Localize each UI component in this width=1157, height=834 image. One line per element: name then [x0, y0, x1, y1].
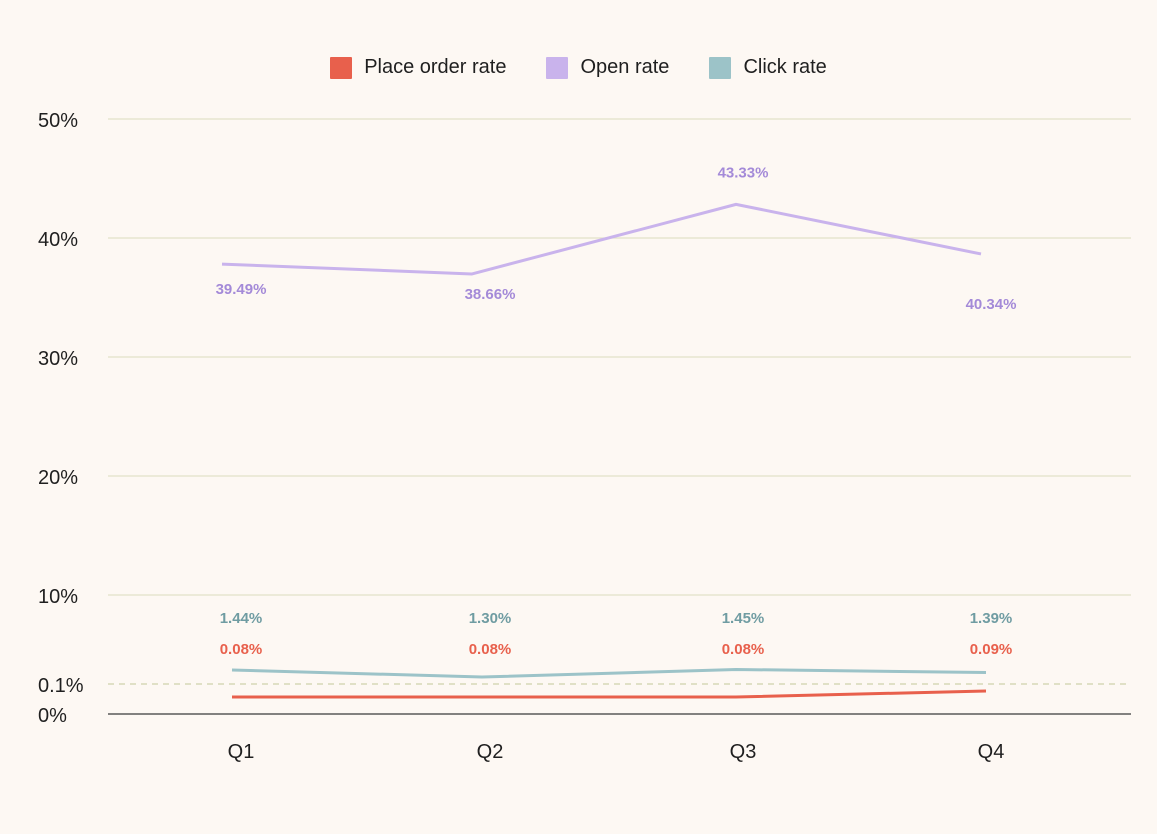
y-tick-label: 10%	[38, 586, 78, 608]
legend-item-place-order-rate[interactable]: Place order rate	[330, 56, 506, 79]
y-tick-label: 0%	[38, 705, 67, 727]
y-tick-label: 40%	[38, 229, 78, 251]
legend: Place order rate Open rate Click rate	[0, 56, 1157, 79]
data-label-place-order: 0.08%	[469, 641, 512, 658]
data-label-place-order: 0.08%	[220, 641, 263, 658]
legend-label-open-rate: Open rate	[580, 56, 670, 78]
y-tick-label: 50%	[38, 110, 78, 132]
legend-label-click-rate: Click rate	[743, 56, 827, 78]
legend-label-place-order-rate: Place order rate	[364, 56, 507, 78]
legend-swatch-click-rate	[709, 56, 732, 79]
series-line-open	[221, 202, 982, 276]
legend-item-open-rate[interactable]: Open rate	[546, 56, 669, 79]
data-label-click: 1.44%	[220, 610, 263, 627]
legend-swatch-open-rate	[546, 56, 569, 79]
y-tick-label: 20%	[38, 467, 78, 489]
data-label-click: 1.30%	[469, 610, 512, 627]
x-tick-label: Q4	[978, 741, 1005, 763]
series-line-place-order	[232, 689, 987, 699]
x-tick-label: Q2	[477, 741, 504, 763]
x-tick-label: Q3	[730, 741, 757, 763]
data-label-open: 39.49%	[216, 281, 267, 298]
series-line-click	[231, 668, 987, 679]
y-tick-label: 0.1%	[38, 675, 84, 697]
y-tick-label: 30%	[38, 348, 78, 370]
data-label-click: 1.39%	[970, 610, 1013, 627]
data-label-open: 38.66%	[465, 286, 516, 303]
data-label-open: 43.33%	[718, 164, 769, 181]
data-label-open: 40.34%	[966, 296, 1017, 313]
data-label-click: 1.45%	[722, 610, 765, 627]
legend-item-click-rate[interactable]: Click rate	[709, 56, 827, 79]
x-tick-label: Q1	[228, 741, 255, 763]
data-label-place-order: 0.08%	[722, 641, 765, 658]
legend-swatch-place-order-rate	[330, 56, 353, 79]
data-label-place-order: 0.09%	[970, 641, 1013, 658]
